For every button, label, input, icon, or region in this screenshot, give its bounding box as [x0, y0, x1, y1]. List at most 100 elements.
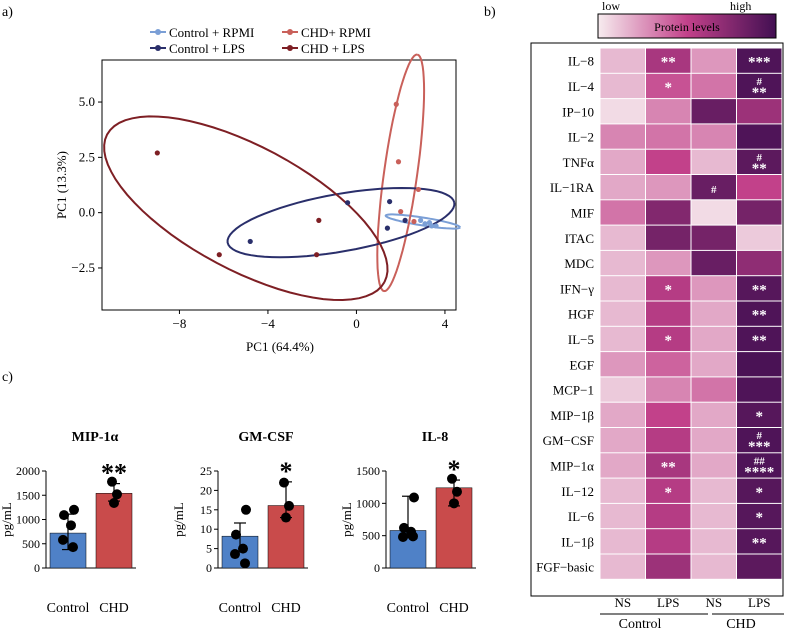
legend-marker-chd-lps: [287, 45, 293, 51]
pca-point-chd_lps: [316, 217, 322, 223]
pca-x-tick-label: −4: [261, 316, 275, 331]
bar-y-tick-label: 20: [200, 483, 212, 497]
heatmap-cell: [737, 124, 782, 149]
bar-y-tick-label: 0: [34, 561, 40, 575]
heatmap-cells: [600, 48, 782, 579]
heatmap-cell: [646, 301, 691, 326]
heatmap-significance: *: [756, 510, 764, 526]
heatmap-cell: [646, 529, 691, 554]
heatmap-significance: #: [757, 430, 763, 442]
data-point: [240, 558, 250, 569]
heatmap-cell: [737, 250, 782, 276]
heatmap-cell: [737, 428, 782, 453]
heatmap-significance: **: [661, 55, 676, 71]
heatmap-cell: [691, 124, 736, 149]
heatmap-cell: [691, 48, 736, 73]
heatmap-column-label: NS: [705, 595, 722, 610]
legend-label-control-rpmi: Control + RPMI: [169, 25, 254, 40]
heatmap-legend-high: high: [730, 0, 751, 13]
heatmap-cell: [646, 402, 691, 427]
pca-point-control_lps: [402, 217, 408, 223]
pca-point-control_lps: [387, 198, 393, 205]
heatmap-row-label: IP−10: [562, 104, 594, 119]
heatmap-cell: [737, 503, 782, 529]
heatmap-significance: #: [711, 184, 717, 196]
legend-marker-control-rpmi: [155, 29, 161, 35]
heatmap-significance: **: [752, 308, 767, 324]
bar-category-label: Control: [387, 601, 430, 616]
heatmap-row-label: GM−CSF: [543, 433, 594, 448]
heatmap-cell: [646, 276, 691, 301]
heatmap-column-label: LPS: [748, 595, 770, 610]
heatmap-cell: [600, 503, 645, 529]
heatmap-row-label: MIF: [571, 205, 594, 220]
pca-point-control_rpmi: [422, 221, 428, 227]
data-point: [107, 476, 117, 487]
heatmap-cell: [691, 225, 736, 250]
pca-points: [154, 101, 439, 258]
bar-y-tick-label: 500: [362, 529, 380, 543]
heatmap-cell: [691, 200, 736, 225]
pca-point-chd_rpmi: [398, 208, 404, 215]
heatmap-cell: [691, 554, 736, 579]
heatmap-row-label: IL−1β: [561, 534, 594, 549]
bar-y-tick-label: 0: [206, 561, 212, 575]
heatmap-cell: [600, 301, 645, 326]
pca-point-chd_lps: [154, 150, 160, 156]
bar-significance: **: [101, 459, 127, 488]
group-label-chd: CHD: [726, 617, 756, 631]
heatmap-cell: [737, 48, 782, 73]
heatmap-cell: [646, 428, 691, 453]
heatmap-row-label: TNFα: [563, 155, 595, 170]
heatmap-cell: [737, 200, 782, 225]
heatmap-cell: [600, 377, 645, 402]
bar-y-axis-label: pg/mL: [0, 502, 14, 537]
data-point: [241, 504, 251, 515]
heatmap-column-labels: NS LPS NS LPS: [614, 595, 770, 610]
heatmap-significance: **: [752, 282, 767, 298]
legend-marker-chd-rpmi: [287, 29, 293, 35]
data-point: [109, 498, 119, 509]
bar-y-tick-label: 2000: [16, 464, 40, 478]
heatmap-cell: [646, 73, 691, 99]
heatmap-cell: [691, 73, 736, 99]
pca-plot-frame: [101, 59, 457, 311]
heatmap-cell: [737, 529, 782, 554]
data-point: [279, 477, 289, 488]
data-point: [409, 492, 419, 503]
heatmap-significance: *: [665, 333, 673, 349]
bar-chart-il8: IL-8 0 500 1000 1500 pg/mL Control CHD *: [339, 430, 476, 616]
bar-y-tick-label: 25: [200, 464, 212, 478]
heatmap-cell: [646, 149, 691, 174]
heatmap-cell: [737, 377, 782, 402]
heatmap-cell: [646, 503, 691, 529]
heatmap-cell: [691, 175, 736, 200]
data-point: [231, 529, 241, 540]
heatmap-cell: [737, 73, 782, 99]
heatmap-row-label: IL−12: [561, 484, 594, 499]
heatmap-cell: [691, 250, 736, 276]
pca-ellipse-chd_rpmi: [376, 53, 426, 293]
heatmap-cell: [691, 352, 736, 377]
heatmap-cell: [737, 554, 782, 579]
data-point: [59, 510, 69, 521]
pca-point-chd_rpmi: [411, 218, 417, 225]
pca-x-axis-label: PC1 (64.4%): [246, 339, 314, 354]
bar-y-tick-label: 15: [200, 503, 212, 517]
pca-point-chd_lps: [314, 252, 320, 258]
heatmap-cell: [600, 48, 645, 73]
pca-legend: Control + RPMI CHD+ RPMI Control + LPS C…: [150, 25, 371, 56]
pca-plot: Control + RPMI CHD+ RPMI Control + LPS C…: [54, 25, 461, 354]
data-point: [66, 520, 76, 531]
heatmap-cell: [646, 554, 691, 579]
panel-label-c: c): [2, 370, 13, 385]
heatmap-row-label: IL−6: [568, 509, 595, 524]
bar-y-tick-label: 1500: [356, 464, 380, 478]
pca-y-tick-label: 0.0: [79, 205, 95, 220]
heatmap-row-label: IL−5: [568, 332, 594, 347]
data-point: [238, 543, 248, 554]
legend-label-chd-rpmi: CHD+ RPMI: [301, 25, 371, 40]
pca-point-control_rpmi: [418, 217, 424, 223]
heatmap-cell: [737, 453, 782, 478]
